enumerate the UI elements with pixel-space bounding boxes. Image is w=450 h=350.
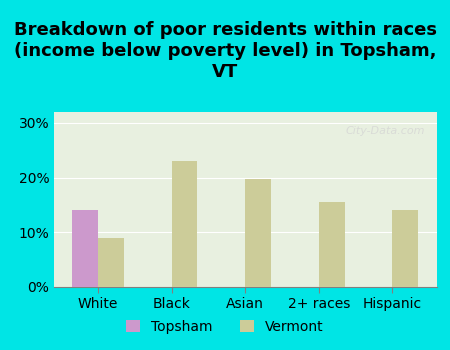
Bar xyxy=(72,210,98,287)
Bar xyxy=(245,179,271,287)
Bar xyxy=(98,238,124,287)
Text: City-Data.com: City-Data.com xyxy=(346,126,425,136)
Bar xyxy=(392,210,418,287)
Text: Breakdown of poor residents within races
(income below poverty level) in Topsham: Breakdown of poor residents within races… xyxy=(14,21,436,80)
Bar xyxy=(172,161,198,287)
Bar xyxy=(319,202,345,287)
Legend: Topsham, Vermont: Topsham, Vermont xyxy=(121,314,329,340)
